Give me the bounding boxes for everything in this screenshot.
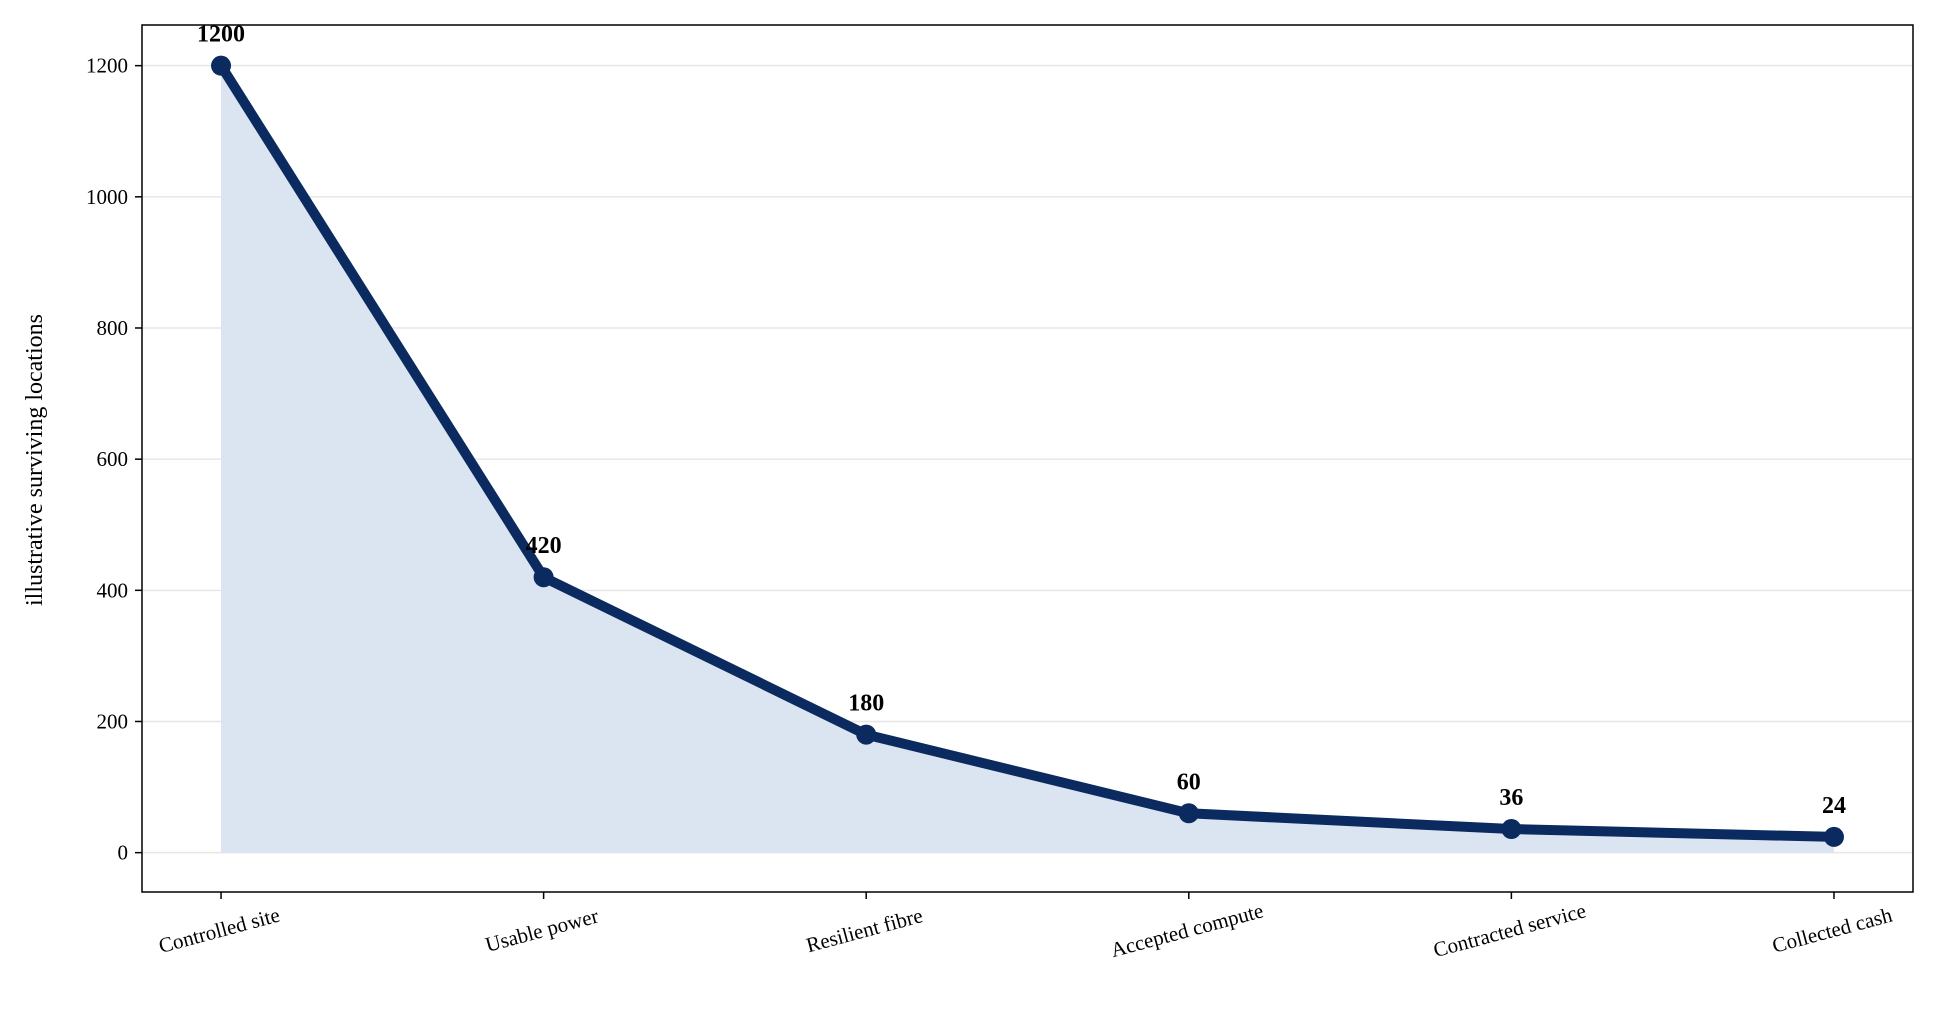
point [533, 567, 554, 588]
x-tick-label: Usable power [483, 904, 601, 957]
point [1823, 826, 1844, 847]
data-label: 24 [1822, 793, 1846, 819]
plot-frame [141, 24, 1914, 893]
y-tick-label: 800 [97, 316, 129, 340]
data-label: 1200 [197, 22, 245, 48]
y-tick-label: 200 [97, 709, 129, 733]
data-label: 180 [848, 691, 884, 717]
area [221, 65, 1834, 853]
x-tick-label: Resilient fibre [804, 903, 926, 957]
y-axis-label: illustrative surviving locations [22, 314, 48, 606]
data-label: 420 [526, 533, 562, 559]
point [856, 724, 877, 745]
x-tick-label: Accepted compute [1108, 898, 1266, 962]
line [216, 62, 1835, 842]
y-tick-label: 600 [97, 447, 129, 471]
point [1501, 819, 1522, 840]
y-tick-label: 0 [118, 841, 129, 865]
y-tick-label: 1200 [86, 54, 128, 78]
point [1178, 803, 1199, 824]
x-tick-label: Controlled site [156, 903, 282, 958]
point [211, 55, 232, 76]
x-tick-label: Collected cash [1770, 903, 1896, 958]
x-tick-label: Contracted service [1431, 898, 1589, 962]
y-tick-label: 1000 [86, 185, 128, 209]
y-tick-label: 400 [97, 578, 129, 602]
data-label: 36 [1499, 785, 1523, 811]
data-label: 60 [1177, 769, 1201, 795]
